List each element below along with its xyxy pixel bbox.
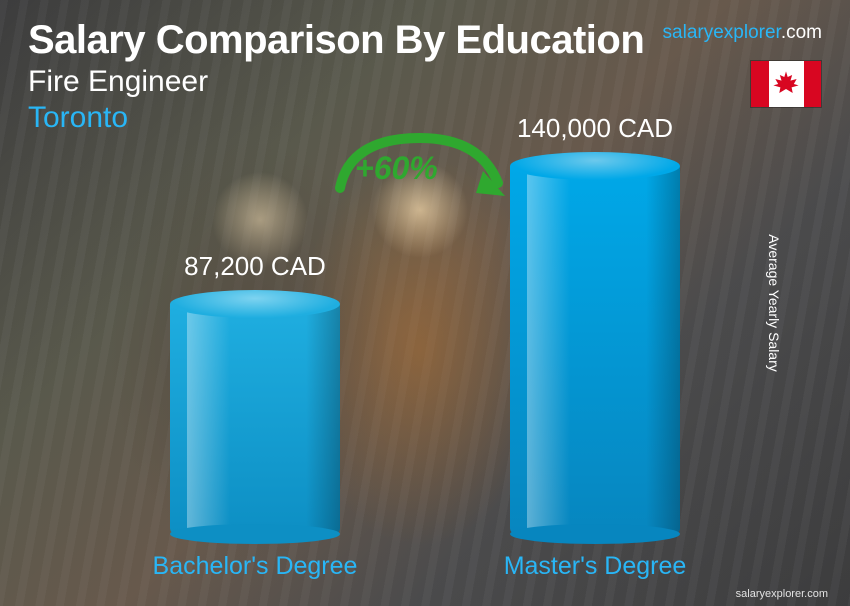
chart-location: Toronto	[28, 101, 822, 135]
bar-top-ellipse	[170, 290, 340, 318]
bar-top-ellipse	[510, 152, 680, 180]
increase-percentage: +60%	[355, 150, 438, 187]
maple-leaf-icon	[772, 70, 800, 98]
bar-shape	[170, 304, 340, 534]
bar-bottom-ellipse	[170, 524, 340, 544]
chart-subtitle: Fire Engineer	[28, 65, 822, 99]
bar-1: 140,000 CADMaster's Degree	[510, 166, 680, 534]
bar-label: Master's Degree	[504, 552, 687, 581]
bar-body	[510, 166, 680, 534]
chart-area: +60% 87,200 CADBachelor's Degree140,000 …	[0, 160, 850, 586]
bar-shape	[510, 166, 680, 534]
flag-stripe-left	[751, 61, 769, 107]
y-axis-label: Average Yearly Salary	[765, 234, 781, 372]
bar-value: 87,200 CAD	[184, 251, 326, 282]
watermark-prefix: salaryexplorer	[663, 22, 781, 43]
flag-center	[769, 61, 804, 107]
flag-stripe-right	[804, 61, 822, 107]
watermark-suffix: .com	[781, 22, 822, 43]
footer-watermark: salaryexplorer.com	[736, 588, 828, 600]
bar-label: Bachelor's Degree	[153, 552, 358, 581]
canada-flag-icon	[750, 60, 822, 108]
watermark: salaryexplorer.com	[663, 22, 822, 44]
header: Salary Comparison By Education Fire Engi…	[0, 0, 850, 135]
bar-0: 87,200 CADBachelor's Degree	[170, 304, 340, 534]
bar-bottom-ellipse	[510, 524, 680, 544]
bar-body	[170, 304, 340, 534]
